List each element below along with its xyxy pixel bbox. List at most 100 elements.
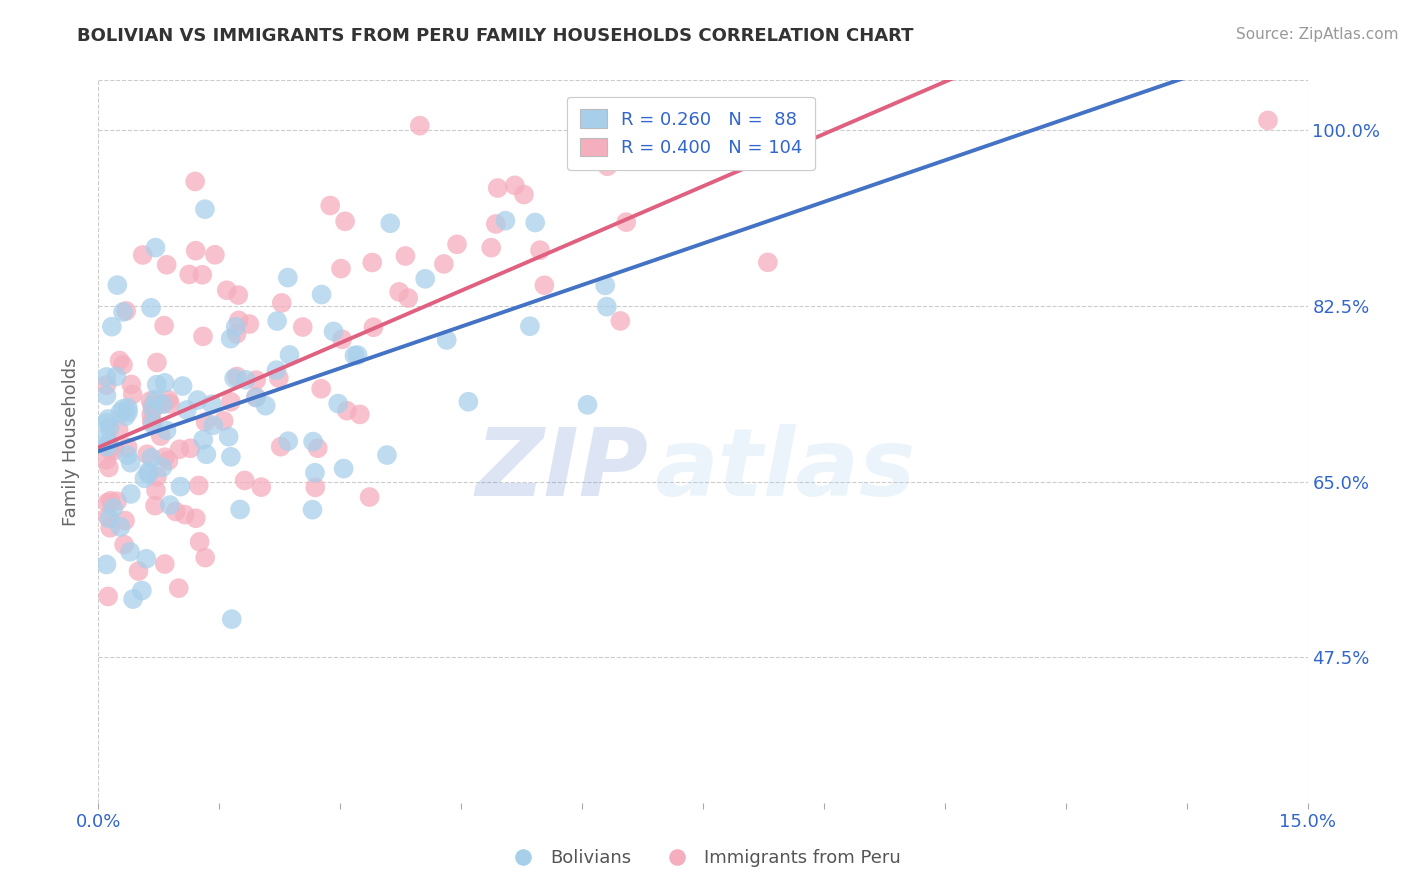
Point [479,241,502,255]
Point [277,434,299,449]
Legend: R = 0.260   N =  88, R = 0.400   N = 104: R = 0.260 N = 88, R = 0.400 N = 104 [567,96,815,169]
Point [131,583,153,598]
Point [278,348,301,362]
Point [519,319,541,334]
Point [212,414,235,428]
Point [503,178,526,193]
Point [304,466,326,480]
Point [159,498,181,512]
Point [184,244,207,258]
Point [152,460,174,475]
Point [110,405,132,419]
Point [494,213,516,227]
Y-axis label: Family Households: Family Households [62,358,80,525]
Point [169,480,191,494]
Point [145,483,167,498]
Point [105,278,128,293]
Point [117,401,139,415]
Point [98,421,121,435]
Point [309,382,332,396]
Point [97,590,120,604]
Point [582,148,605,162]
Point [319,198,342,212]
Point [433,257,456,271]
Point [120,545,142,559]
Point [153,450,176,465]
Text: ZIP: ZIP [475,425,648,516]
Point [266,314,288,328]
Point [380,216,402,230]
Point [141,408,163,422]
Point [245,373,267,387]
Point [96,496,118,510]
Point [96,416,118,430]
Point [184,174,207,188]
Point [201,397,224,411]
Point [167,581,190,595]
Point [359,490,381,504]
Point [134,471,156,485]
Point [146,355,169,369]
Point [96,430,118,444]
Point [328,396,350,410]
Point [184,511,207,525]
Point [155,424,177,438]
Point [221,612,243,626]
Point [173,508,195,522]
Point [224,371,246,385]
Point [101,319,124,334]
Point [105,369,128,384]
Point [585,113,607,128]
Point [375,448,398,462]
Point [104,443,127,458]
Point [533,278,555,293]
Point [194,550,217,565]
Point [165,504,187,518]
Point [179,442,201,456]
Point [302,434,325,449]
Point [138,465,160,479]
Point [187,393,209,408]
Point [270,296,292,310]
Point [142,417,165,431]
Point [219,332,242,346]
Point [194,415,217,429]
Point [120,377,142,392]
Point [277,270,299,285]
Point [176,403,198,417]
Point [307,441,329,455]
Point [245,391,267,405]
Point [96,370,118,384]
Point [202,418,225,433]
Point [96,558,118,572]
Point [333,214,356,228]
Point [98,521,121,535]
Point [195,447,218,461]
Point [145,241,167,255]
Point [330,332,353,346]
Point [149,429,172,443]
Point [98,511,121,525]
Point [596,300,619,314]
Point [141,401,163,416]
Point [394,249,416,263]
Point [98,442,121,457]
Point [112,538,135,552]
Point [254,399,277,413]
Point [266,363,288,377]
Point [120,456,142,470]
Point [97,460,120,475]
Point [105,494,128,508]
Point [596,159,619,173]
Point [100,493,122,508]
Point [114,409,136,424]
Point [349,408,371,422]
Point [97,436,120,450]
Point [169,442,191,457]
Point [457,394,479,409]
Point [121,387,143,401]
Point [524,215,547,229]
Point [110,520,132,534]
Point [96,440,118,454]
Point [191,329,214,343]
